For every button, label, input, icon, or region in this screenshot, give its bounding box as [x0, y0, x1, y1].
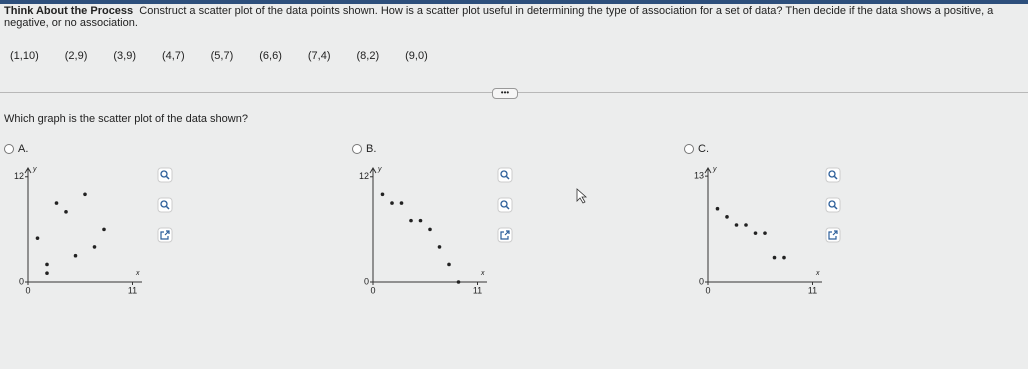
radio-button[interactable] — [684, 144, 694, 154]
y-tick-label: 0 — [19, 276, 24, 286]
scatter-point — [437, 245, 442, 249]
data-point: (6,6) — [259, 50, 282, 62]
question: Which graph is the scatter plot of the d… — [4, 113, 248, 125]
zoom-glyph — [828, 170, 836, 178]
option-label: A. — [18, 143, 28, 155]
y-tick-label: 13 — [694, 171, 704, 181]
data-point: (1,10) — [10, 50, 39, 62]
zoom-icon[interactable] — [157, 197, 173, 213]
scatter-point — [102, 227, 106, 232]
data-point: (4,7) — [162, 50, 185, 62]
x-tick-label: 11 — [473, 285, 482, 295]
zoom-glyph — [160, 170, 168, 178]
data-point: (7,4) — [307, 50, 331, 62]
zoom-glyph — [165, 175, 170, 180]
scatter-point — [35, 236, 40, 240]
zoom-glyph — [165, 205, 170, 210]
y-arrow — [369, 167, 377, 174]
scatter-point — [73, 253, 78, 258]
scatter-point — [390, 201, 394, 205]
scatter-point — [92, 245, 97, 249]
x-tick-label: 0 — [705, 285, 710, 295]
scatter-point — [782, 255, 786, 260]
scatter-point — [725, 215, 729, 219]
scatter-point — [64, 210, 68, 214]
data-point: (2,9) — [64, 50, 88, 62]
x-tick-label: 0 — [370, 285, 375, 295]
scatter-point — [456, 280, 461, 284]
data-point: (3,9) — [113, 50, 136, 62]
y-axis-label: y — [712, 166, 717, 173]
zoom-icon[interactable] — [497, 167, 513, 183]
x-axis-label: x — [480, 270, 485, 277]
zoom-glyph — [833, 175, 838, 180]
scatter-point — [380, 192, 385, 197]
expand-glyph — [500, 230, 510, 240]
header: Think About the Process Construct a scat… — [4, 5, 1019, 29]
y-tick-label: 0 — [699, 276, 704, 286]
header-title: Think About the Process — [4, 5, 134, 17]
data-point: (5,7) — [210, 50, 234, 62]
data-points: (1,10) (2,9) (3,9) (4,7) (5,7) (6,6) (7,4) (8,2… — [10, 50, 454, 62]
y-arrow — [24, 167, 32, 174]
scatter-point — [428, 227, 432, 232]
zoom-glyph — [833, 205, 838, 210]
zoom-icon[interactable] — [825, 167, 841, 183]
zoom-glyph — [500, 170, 508, 178]
scatter-point — [409, 218, 413, 223]
zoom-icon[interactable] — [157, 167, 173, 183]
scatter-point — [54, 201, 59, 205]
option-label: B. — [366, 143, 376, 155]
y-tick-label: 12 — [14, 171, 24, 181]
cursor — [576, 188, 588, 204]
y-axis-label: y — [32, 166, 37, 173]
y-tick-label: 0 — [364, 276, 369, 286]
scatter-point — [399, 201, 404, 205]
scatter-point — [45, 262, 49, 267]
scatter-point — [715, 206, 720, 211]
scatter-point — [83, 192, 87, 197]
scatter-point — [772, 255, 777, 260]
x-tick-label: 11 — [808, 285, 817, 295]
zoom-glyph — [500, 200, 508, 208]
top-bar — [0, 0, 1028, 4]
zoom-icon[interactable] — [825, 197, 841, 213]
scatter-point — [763, 231, 767, 235]
x-tick-label: 11 — [128, 285, 137, 295]
y-tick-label: 12 — [359, 171, 369, 181]
scatter-point — [418, 218, 423, 223]
x-axis-label: x — [815, 270, 820, 277]
data-point: (9,0) — [405, 50, 428, 62]
expand-glyph — [160, 230, 170, 240]
radio-button[interactable] — [4, 144, 14, 154]
scatter-point — [744, 223, 748, 227]
radio-button[interactable] — [352, 144, 362, 154]
data-point: (8,2) — [356, 50, 380, 62]
option-label: C. — [698, 143, 709, 155]
zoom-icon[interactable] — [497, 197, 513, 213]
scatter-point — [45, 271, 49, 276]
expand-glyph — [828, 230, 838, 240]
y-arrow — [704, 167, 712, 174]
scatter-point — [447, 262, 451, 267]
y-axis-label: y — [377, 166, 382, 173]
zoom-glyph — [505, 175, 510, 180]
scatter-point — [753, 231, 758, 235]
x-axis-label: x — [135, 270, 140, 277]
scatter-point — [734, 223, 739, 227]
header-text: Construct a scatter plot of the data poi… — [4, 5, 994, 29]
zoom-glyph — [828, 200, 836, 208]
zoom-glyph — [505, 205, 510, 210]
x-tick-label: 0 — [25, 285, 30, 295]
zoom-glyph — [160, 200, 168, 208]
more-button[interactable]: ••• — [492, 88, 518, 99]
